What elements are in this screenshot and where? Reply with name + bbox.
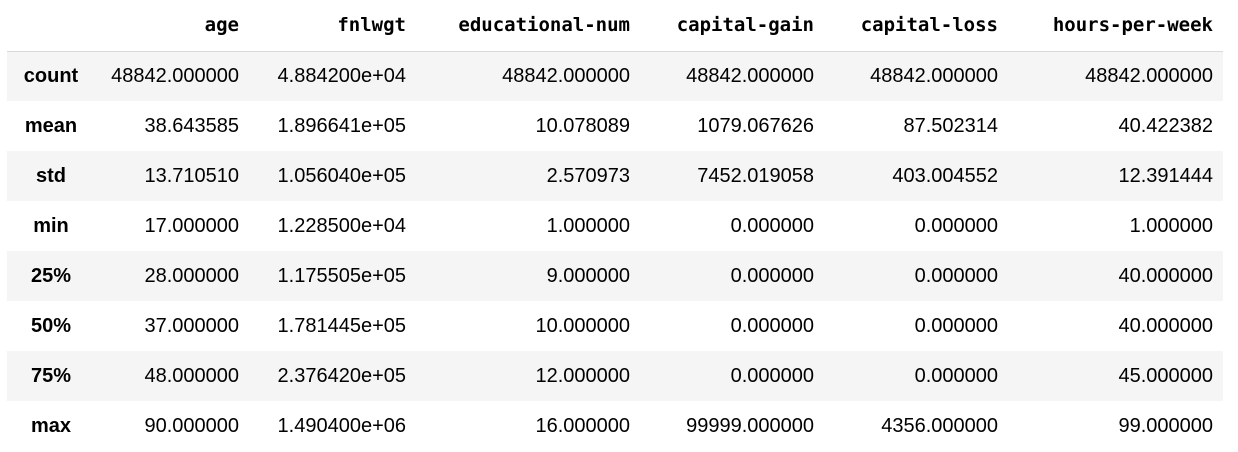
table-cell: 2.376420e+05 bbox=[277, 364, 406, 387]
table-row-mean: mean 38.643585 1.896641e+05 10.078089 10… bbox=[7, 101, 1223, 151]
table-cell: 0.000000 bbox=[730, 364, 814, 387]
table-cell: 0.000000 bbox=[914, 364, 998, 387]
table-cell: 4.884200e+04 bbox=[277, 64, 406, 87]
row-label: 50% bbox=[30, 314, 72, 337]
table-row-25-percent: 25% 28.000000 1.175505e+05 9.000000 0.00… bbox=[7, 251, 1223, 301]
table-cell: 87.502314 bbox=[903, 114, 998, 137]
table-cell: 0.000000 bbox=[914, 314, 998, 337]
table-cell: 40.000000 bbox=[1118, 314, 1213, 337]
table-cell: 38.643585 bbox=[144, 114, 239, 137]
table-cell: 7452.019058 bbox=[697, 164, 814, 187]
table-cell: 2.570973 bbox=[546, 164, 630, 187]
table-row-max: max 90.000000 1.490400e+06 16.000000 999… bbox=[7, 401, 1223, 451]
table-cell: 1.896641e+05 bbox=[277, 114, 406, 137]
row-label: std bbox=[36, 164, 66, 187]
table-cell: 12.391444 bbox=[1118, 164, 1213, 187]
table-cell: 0.000000 bbox=[730, 264, 814, 287]
row-label: mean bbox=[24, 114, 78, 137]
table-cell: 1.000000 bbox=[1129, 214, 1213, 237]
table-cell: 28.000000 bbox=[144, 264, 239, 287]
row-label: max bbox=[30, 414, 72, 437]
table-body: count 48842.000000 4.884200e+04 48842.00… bbox=[7, 51, 1223, 451]
table-cell: 13.710510 bbox=[144, 164, 239, 187]
table-row-count: count 48842.000000 4.884200e+04 48842.00… bbox=[7, 51, 1223, 101]
index-header bbox=[7, 0, 95, 52]
describe-table: age fnlwgt educational-num capital-gain … bbox=[7, 0, 1223, 451]
table-cell: 99.000000 bbox=[1118, 414, 1213, 437]
table-cell: 10.000000 bbox=[535, 314, 630, 337]
row-label: count bbox=[23, 64, 79, 87]
table-cell: 1079.067626 bbox=[697, 114, 814, 137]
table-row-min: min 17.000000 1.228500e+04 1.000000 0.00… bbox=[7, 201, 1223, 251]
table-cell: 48842.000000 bbox=[686, 64, 814, 87]
table-cell: 1.175505e+05 bbox=[277, 264, 406, 287]
column-header-educational-num: educational-num bbox=[416, 0, 640, 52]
row-label: 25% bbox=[30, 264, 72, 287]
table-cell: 0.000000 bbox=[730, 314, 814, 337]
table-cell: 1.056040e+05 bbox=[277, 164, 406, 187]
table-cell: 4356.000000 bbox=[881, 414, 998, 437]
table-cell: 48.000000 bbox=[144, 364, 239, 387]
table-row-50-percent: 50% 37.000000 1.781445e+05 10.000000 0.0… bbox=[7, 301, 1223, 351]
header-row: age fnlwgt educational-num capital-gain … bbox=[7, 0, 1223, 52]
row-label: min bbox=[33, 214, 69, 237]
table-cell: 10.078089 bbox=[535, 114, 630, 137]
row-label: 75% bbox=[30, 364, 72, 387]
table-cell: 48842.000000 bbox=[870, 64, 998, 87]
table-cell: 40.422382 bbox=[1118, 114, 1213, 137]
column-header-fnlwgt: fnlwgt bbox=[249, 0, 416, 52]
table-cell: 1.228500e+04 bbox=[277, 214, 406, 237]
dataframe-output: age fnlwgt educational-num capital-gain … bbox=[7, 0, 1223, 451]
column-header-capital-gain: capital-gain bbox=[640, 0, 824, 52]
table-cell: 90.000000 bbox=[144, 414, 239, 437]
table-cell: 0.000000 bbox=[914, 264, 998, 287]
table-cell: 48842.000000 bbox=[111, 64, 239, 87]
table-cell: 40.000000 bbox=[1118, 264, 1213, 287]
column-header-capital-loss: capital-loss bbox=[824, 0, 1008, 52]
table-row-75-percent: 75% 48.000000 2.376420e+05 12.000000 0.0… bbox=[7, 351, 1223, 401]
table-row-std: std 13.710510 1.056040e+05 2.570973 7452… bbox=[7, 151, 1223, 201]
table-cell: 0.000000 bbox=[730, 214, 814, 237]
table-cell: 99999.000000 bbox=[686, 414, 814, 437]
table-cell: 12.000000 bbox=[535, 364, 630, 387]
table-cell: 17.000000 bbox=[144, 214, 239, 237]
column-header-hours-per-week: hours-per-week bbox=[1008, 0, 1223, 52]
column-header-age: age bbox=[95, 0, 249, 52]
table-cell: 1.490400e+06 bbox=[277, 414, 406, 437]
table-cell: 403.004552 bbox=[892, 164, 998, 187]
table-cell: 45.000000 bbox=[1118, 364, 1213, 387]
table-cell: 48842.000000 bbox=[1085, 64, 1213, 87]
table-cell: 37.000000 bbox=[144, 314, 239, 337]
table-cell: 48842.000000 bbox=[502, 64, 630, 87]
table-header: age fnlwgt educational-num capital-gain … bbox=[7, 0, 1223, 52]
table-cell: 9.000000 bbox=[546, 264, 630, 287]
table-cell: 1.000000 bbox=[546, 214, 630, 237]
table-cell: 16.000000 bbox=[535, 414, 630, 437]
table-cell: 0.000000 bbox=[914, 214, 998, 237]
table-cell: 1.781445e+05 bbox=[277, 314, 406, 337]
